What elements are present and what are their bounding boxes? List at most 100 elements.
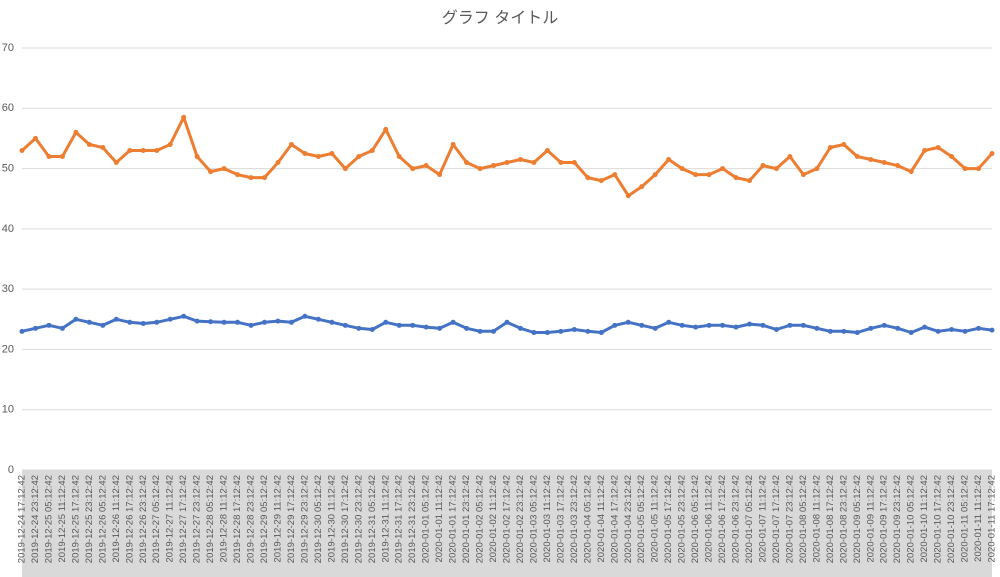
data-point bbox=[127, 147, 133, 153]
data-point bbox=[854, 330, 860, 336]
x-tick-label: 2020-01-07 11:12:42 bbox=[757, 475, 768, 563]
data-point bbox=[720, 166, 726, 172]
x-tick-label: 2019-12-30 23:12:42 bbox=[353, 475, 364, 563]
x-tick-label: 2020-01-09 11:12:42 bbox=[865, 475, 876, 563]
x-tick-label: 2019-12-27 11:12:42 bbox=[165, 475, 176, 563]
data-point bbox=[531, 330, 537, 336]
data-point bbox=[827, 328, 833, 334]
data-point bbox=[396, 322, 402, 328]
x-tick-label: 2019-12-29 23:12:42 bbox=[299, 475, 310, 563]
data-point bbox=[181, 114, 187, 120]
data-point bbox=[773, 327, 779, 333]
data-point bbox=[949, 154, 955, 160]
data-point bbox=[383, 319, 389, 325]
data-point bbox=[760, 163, 766, 169]
data-point bbox=[73, 129, 79, 135]
data-point bbox=[827, 144, 833, 150]
x-tick-label: 2019-12-28 17:12:42 bbox=[232, 475, 243, 563]
x-tick-label: 2020-01-01 05:12:42 bbox=[421, 475, 432, 563]
x-tick-label: 2020-01-05 17:12:42 bbox=[663, 475, 674, 563]
data-point bbox=[113, 316, 119, 322]
data-point bbox=[841, 141, 847, 147]
data-point bbox=[464, 325, 470, 331]
data-point bbox=[908, 169, 914, 175]
data-point bbox=[544, 330, 550, 336]
data-point bbox=[181, 313, 187, 319]
data-point bbox=[693, 172, 699, 178]
data-point bbox=[248, 322, 254, 328]
data-point bbox=[747, 321, 752, 327]
data-point bbox=[329, 319, 335, 325]
data-point bbox=[531, 160, 537, 166]
y-tick-label: 50 bbox=[2, 162, 14, 174]
x-tick-label: 2019-12-27 05:12:42 bbox=[151, 475, 162, 563]
data-point bbox=[59, 325, 65, 331]
data-point bbox=[221, 166, 227, 172]
data-point bbox=[760, 322, 766, 328]
x-tick-label: 2020-01-08 17:12:42 bbox=[825, 475, 836, 563]
x-tick-label: 2019-12-26 11:12:42 bbox=[111, 475, 122, 563]
data-point bbox=[733, 175, 739, 181]
x-tick-label: 2020-01-05 11:12:42 bbox=[650, 475, 661, 563]
x-tick-label: 2019-12-31 17:12:42 bbox=[394, 475, 405, 563]
data-point bbox=[100, 322, 106, 328]
data-point bbox=[720, 322, 726, 328]
data-point bbox=[315, 154, 321, 160]
x-tick-label: 2020-01-08 23:12:42 bbox=[838, 475, 849, 563]
x-tick-label: 2020-01-02 05:12:42 bbox=[475, 475, 486, 563]
data-point bbox=[477, 328, 483, 334]
data-point bbox=[275, 318, 281, 324]
data-point bbox=[666, 319, 672, 325]
data-point bbox=[423, 163, 429, 169]
x-tick-label: 2020-01-03 17:12:42 bbox=[555, 475, 566, 563]
data-point bbox=[315, 316, 321, 322]
x-tick-label: 2019-12-31 23:12:42 bbox=[407, 475, 418, 563]
series-line bbox=[20, 115, 994, 198]
data-point bbox=[167, 141, 173, 147]
data-point bbox=[32, 325, 38, 331]
data-point bbox=[464, 160, 470, 166]
chart-title: グラフ タイトル bbox=[442, 9, 558, 27]
x-tick-label: 2020-01-04 11:12:42 bbox=[596, 475, 607, 563]
data-point bbox=[248, 175, 254, 181]
data-point bbox=[383, 126, 389, 132]
data-point bbox=[113, 160, 119, 166]
data-point bbox=[19, 147, 25, 153]
x-tick-label: 2020-01-10 11:12:42 bbox=[919, 475, 930, 563]
data-point bbox=[450, 319, 456, 325]
data-point bbox=[787, 154, 793, 160]
x-tick-label: 2020-01-11 11:12:42 bbox=[973, 475, 984, 562]
x-tick-label: 2020-01-01 23:12:42 bbox=[461, 475, 472, 563]
data-point bbox=[46, 154, 52, 160]
x-tick-label: 2020-01-08 05:12:42 bbox=[798, 475, 809, 563]
data-point bbox=[895, 163, 901, 169]
data-point bbox=[127, 319, 133, 325]
y-tick-label: 40 bbox=[2, 223, 14, 235]
data-point bbox=[922, 324, 928, 330]
y-tick-label: 0 bbox=[8, 464, 14, 476]
data-point bbox=[800, 322, 806, 328]
data-point bbox=[935, 328, 941, 334]
data-point bbox=[396, 154, 402, 160]
y-tick-label: 10 bbox=[2, 404, 14, 416]
data-point bbox=[598, 330, 604, 336]
data-point bbox=[652, 172, 658, 178]
x-tick-label: 2020-01-04 05:12:42 bbox=[582, 475, 593, 563]
data-point bbox=[46, 322, 52, 328]
x-tick-label: 2020-01-06 11:12:42 bbox=[704, 475, 715, 563]
data-point bbox=[989, 151, 995, 156]
x-tick-label: 2020-01-01 17:12:42 bbox=[448, 475, 459, 563]
data-point bbox=[59, 154, 65, 160]
x-tick-label: 2019-12-28 11:12:42 bbox=[219, 475, 230, 563]
data-point bbox=[585, 328, 591, 334]
data-point bbox=[86, 319, 92, 325]
x-tick-label: 2020-01-09 23:12:42 bbox=[892, 475, 903, 563]
x-tick-label: 2020-01-10 05:12:42 bbox=[906, 475, 917, 563]
x-tick-label: 2020-01-01 11:12:42 bbox=[434, 475, 445, 563]
x-tick-label: 2020-01-07 05:12:42 bbox=[744, 475, 755, 563]
data-point bbox=[666, 157, 672, 163]
x-tick-label: 2019-12-31 05:12:42 bbox=[367, 475, 378, 563]
x-tick-label: 2020-01-05 23:12:42 bbox=[677, 475, 688, 563]
data-point bbox=[208, 169, 214, 175]
data-point bbox=[639, 184, 645, 190]
